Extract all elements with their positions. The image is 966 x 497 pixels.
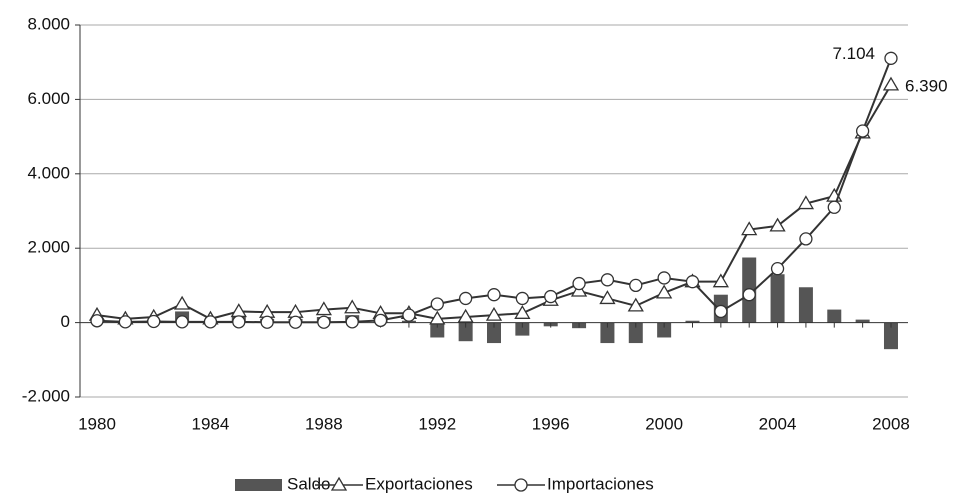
marker <box>173 295 191 310</box>
y-tick-label: 2.000 <box>27 238 70 257</box>
legend-marker <box>514 478 528 492</box>
bar <box>770 274 785 323</box>
bar <box>515 322 530 336</box>
bar <box>883 322 898 350</box>
marker <box>230 303 247 318</box>
y-tick-label: 0 <box>61 312 70 331</box>
marker <box>457 308 474 323</box>
x-tick-label: 1980 <box>78 414 116 433</box>
marker <box>884 51 898 65</box>
legend-swatch <box>235 479 282 491</box>
marker <box>712 273 729 288</box>
marker <box>458 291 473 306</box>
marker <box>344 299 361 314</box>
marker <box>657 271 671 285</box>
y-tick-label: -2.000 <box>22 386 70 405</box>
bar <box>855 319 870 323</box>
data-label: 6.390 <box>905 76 948 95</box>
marker <box>882 76 900 91</box>
marker <box>515 291 530 306</box>
marker <box>770 262 785 276</box>
marker <box>656 284 673 299</box>
marker <box>742 288 756 302</box>
marker <box>797 195 815 210</box>
y-tick-label: 8.000 <box>27 14 70 33</box>
x-tick-label: 1984 <box>192 414 230 433</box>
marker <box>232 315 246 329</box>
marker <box>90 314 104 328</box>
marker <box>402 308 416 322</box>
bar <box>798 287 813 323</box>
marker <box>769 217 786 232</box>
bar <box>827 309 842 323</box>
data-label: 7.104 <box>832 44 875 63</box>
marker <box>544 289 558 304</box>
y-tick-label: 6.000 <box>27 89 70 108</box>
marker <box>487 288 501 302</box>
marker <box>855 124 870 138</box>
marker <box>599 290 616 305</box>
legend-marker <box>330 476 348 491</box>
bar <box>657 322 672 338</box>
x-tick-label: 2004 <box>759 414 797 433</box>
bar <box>685 320 700 323</box>
marker <box>827 200 841 214</box>
marker <box>600 273 615 287</box>
bar <box>487 322 501 344</box>
marker <box>260 315 274 329</box>
marker <box>514 305 531 319</box>
marker <box>741 221 758 236</box>
marker <box>345 315 359 329</box>
marker <box>147 314 161 329</box>
marker <box>288 315 303 329</box>
marker <box>429 310 446 325</box>
x-tick-label: 1996 <box>532 414 570 433</box>
legend-label: Importaciones <box>547 474 654 493</box>
x-tick-label: 2000 <box>645 414 683 433</box>
marker <box>203 315 218 329</box>
marker <box>485 306 503 321</box>
marker <box>118 315 133 329</box>
marker <box>315 301 332 316</box>
marker <box>629 278 643 293</box>
bar <box>600 322 615 344</box>
marker <box>373 313 388 328</box>
marker <box>572 276 586 291</box>
legend-label: Saldo <box>287 474 330 493</box>
bar <box>430 322 445 338</box>
marker <box>799 232 813 246</box>
marker <box>714 304 728 319</box>
y-tick-label: 4.000 <box>27 163 70 182</box>
marker <box>685 275 700 289</box>
marker <box>430 297 444 311</box>
bar <box>458 322 473 342</box>
x-tick-label: 1992 <box>418 414 456 433</box>
x-tick-label: 1988 <box>305 414 343 433</box>
x-tick-label: 2008 <box>872 414 910 433</box>
marker <box>175 315 189 329</box>
marker <box>627 297 644 312</box>
bar <box>628 322 643 344</box>
marker <box>317 315 331 329</box>
legend-label: Exportaciones <box>365 474 473 493</box>
